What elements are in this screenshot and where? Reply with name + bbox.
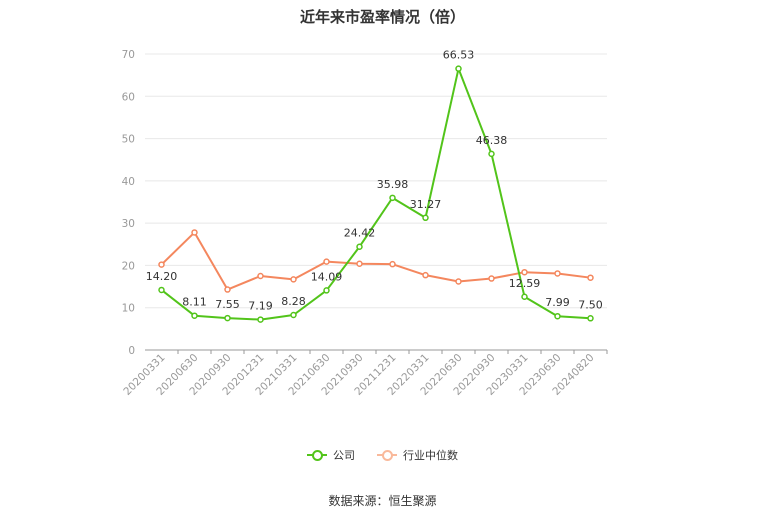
data-label: 14.20	[146, 270, 178, 283]
data-point-industry-median	[389, 260, 396, 268]
data-point-industry-median	[587, 274, 594, 281]
data-label: 24.42	[344, 227, 376, 240]
data-point-industry-median	[224, 286, 231, 293]
data-point-industry-median	[422, 271, 429, 279]
data-label: 7.50	[578, 298, 603, 311]
data-point-company	[257, 316, 264, 323]
y-tick-label: 0	[128, 345, 135, 357]
y-tick-label: 10	[122, 303, 135, 315]
data-label: 7.99	[545, 296, 570, 309]
y-tick-label: 70	[122, 49, 135, 61]
legend-label-company: 公司	[333, 449, 355, 462]
data-point-company	[323, 287, 330, 294]
data-point-company	[290, 311, 297, 319]
chart-title: 近年来市盈率情况（倍）	[299, 8, 465, 26]
data-point-company	[521, 293, 528, 301]
y-tick-label: 40	[122, 176, 135, 188]
data-label: 7.19	[248, 300, 273, 313]
data-point-company	[356, 243, 363, 250]
data-point-company	[554, 312, 561, 320]
data-label: 12.59	[509, 277, 541, 290]
legend-item-company[interactable]: 公司	[307, 447, 355, 463]
y-tick-label: 50	[122, 134, 135, 146]
data-label: 46.38	[476, 134, 508, 147]
data-point-company	[587, 315, 594, 322]
data-point-industry-median	[323, 258, 330, 265]
data-point-industry-median	[290, 276, 297, 283]
data-point-industry-median	[521, 268, 528, 276]
y-tick-label: 20	[122, 260, 135, 272]
data-point-industry-median	[488, 275, 495, 282]
data-label: 14.09	[311, 270, 343, 283]
data-label: 8.11	[182, 296, 207, 309]
data-point-industry-median	[158, 261, 165, 268]
data-point-company	[158, 286, 165, 294]
data-point-industry-median	[191, 229, 198, 236]
data-label: 31.27	[410, 198, 442, 211]
data-point-company	[389, 194, 396, 202]
data-point-company	[191, 312, 198, 319]
data-point-company	[422, 214, 429, 222]
data-point-company	[224, 314, 231, 322]
data-label: 7.55	[215, 298, 240, 311]
data-point-industry-median	[455, 278, 462, 285]
series-line-company	[160, 67, 591, 321]
y-tick-label: 30	[122, 218, 135, 230]
data-point-company	[455, 65, 462, 72]
data-label: 35.98	[377, 178, 409, 191]
chart-legend: 公司 行业中位数	[0, 447, 765, 463]
y-tick-label: 60	[122, 91, 135, 103]
data-label: 8.28	[281, 295, 306, 308]
legend-swatch-company	[307, 450, 327, 461]
source-note: 数据来源：恒生聚源	[328, 494, 437, 508]
legend-swatch-industry-median	[377, 450, 397, 461]
legend-label-industry-median: 行业中位数	[403, 449, 458, 462]
data-point-industry-median	[554, 270, 561, 277]
data-label: 66.53	[443, 49, 475, 62]
data-point-industry-median	[257, 272, 264, 280]
data-point-industry-median	[356, 260, 363, 267]
data-point-company	[488, 150, 495, 158]
legend-item-industry-median[interactable]: 行业中位数	[377, 447, 458, 463]
